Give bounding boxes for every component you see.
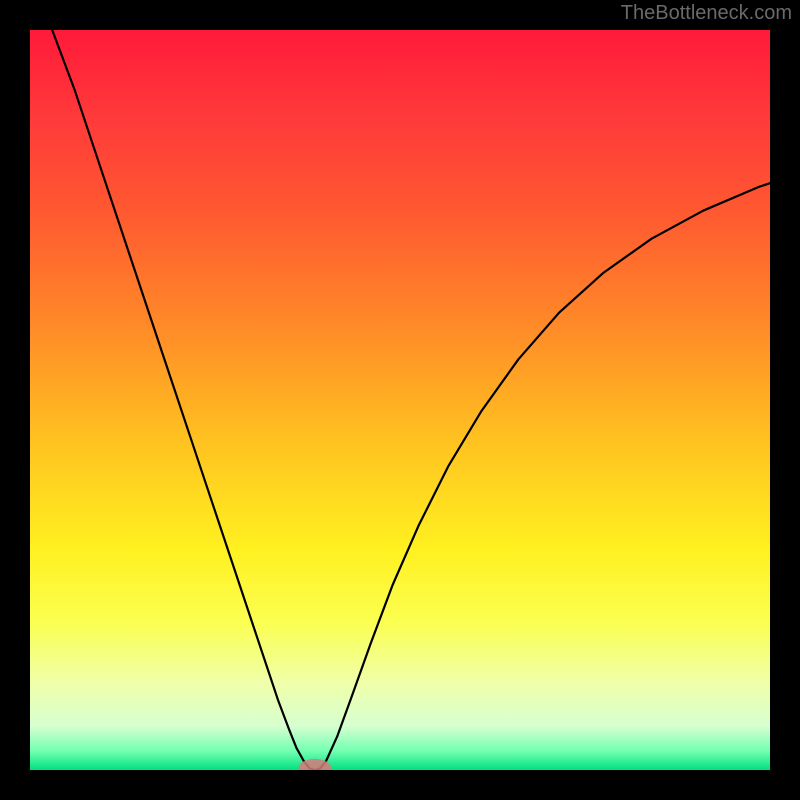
chart-container: TheBottleneck.com [0,0,800,800]
watermark-text: TheBottleneck.com [621,2,792,25]
plot-area [30,30,770,770]
bottleneck-curve [30,30,770,770]
